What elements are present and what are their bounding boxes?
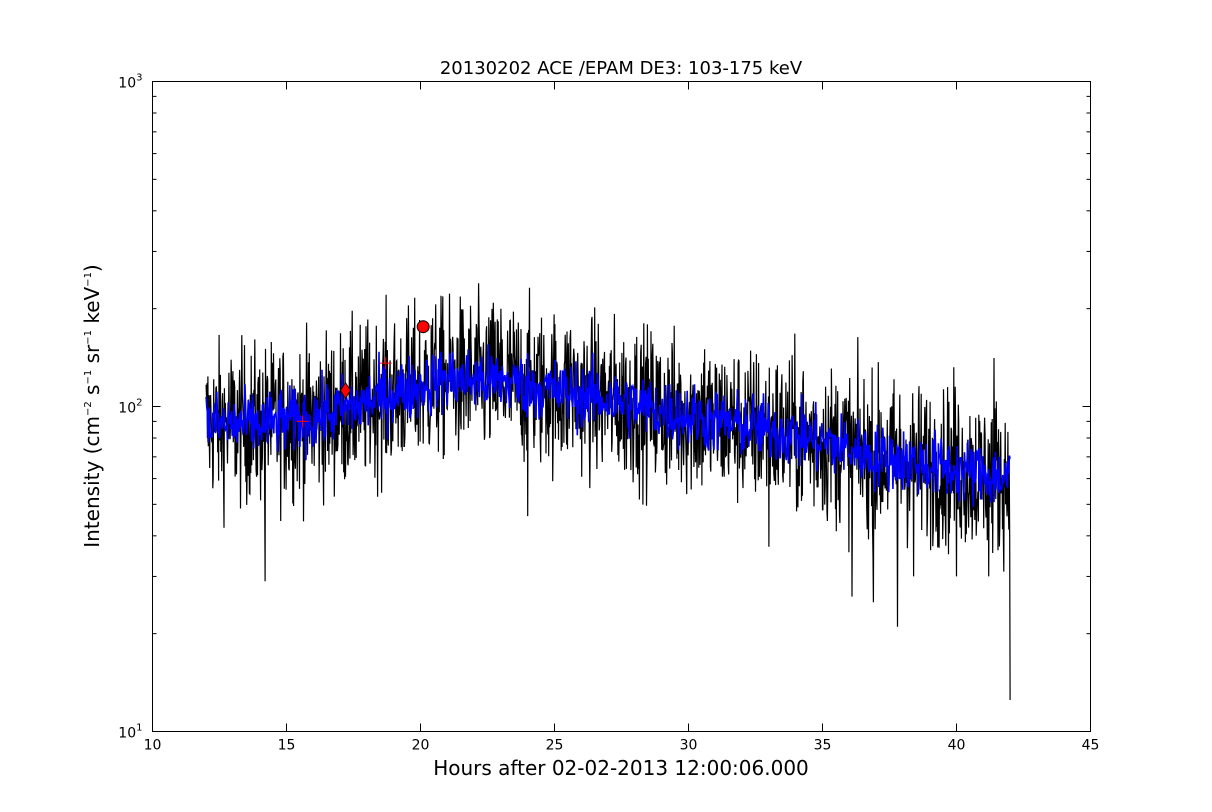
x-tick-label: 30 <box>680 738 698 754</box>
marker-diamond <box>339 381 351 400</box>
x-tick-label: 45 <box>1082 738 1100 754</box>
x-tick-label: 25 <box>546 738 564 754</box>
series-line-smoothed <box>205 344 1011 507</box>
x-axis-label: Hours after 02-02-2013 12:00:06.000 <box>433 756 809 780</box>
marker-plus <box>296 415 309 428</box>
y-tick-label-base: 10 <box>118 726 136 742</box>
y-axis-label: Intensity (cm−2 s−1 sr−1 keV−1) <box>80 264 104 548</box>
y-axis-label-exp4: −1 <box>83 272 94 287</box>
y-tick-label-exp: 2 <box>136 398 142 409</box>
y-tick-label-exp: 1 <box>136 723 142 734</box>
y-axis-label-suffix: ) <box>80 264 104 272</box>
x-tick-label: 40 <box>948 738 966 754</box>
y-axis-label-prefix: Intensity (cm <box>80 416 104 548</box>
y-tick-label-exp: 3 <box>136 73 142 84</box>
y-tick-label-base: 10 <box>118 401 136 417</box>
y-axis-label-exp1: −2 <box>83 401 94 416</box>
y-axis-label-exp3: −1 <box>83 330 94 345</box>
marker-plus <box>379 357 392 370</box>
x-tick-label: 35 <box>814 738 832 754</box>
y-tick-label-base: 10 <box>118 76 136 92</box>
x-tick-label: 10 <box>144 738 162 754</box>
y-tick-label: 101 <box>118 723 142 742</box>
x-axis: 10 15 20 25 30 35 40 45 <box>144 81 1100 754</box>
x-tick-label: 15 <box>278 738 296 754</box>
plot-area <box>205 283 1011 701</box>
y-axis-label-part3: sr <box>80 344 104 370</box>
x-tick-label: 20 <box>412 738 430 754</box>
y-axis-label-exp2: −1 <box>83 370 94 385</box>
y-axis-label-part4: keV <box>80 286 104 330</box>
y-tick-label: 102 <box>118 398 142 417</box>
y-axis-label-part2: s <box>80 385 104 402</box>
chart-title: 20130202 ACE /EPAM DE3: 103-175 keV <box>440 58 803 79</box>
y-tick-label: 103 <box>118 73 142 92</box>
marker-circle <box>416 320 430 334</box>
